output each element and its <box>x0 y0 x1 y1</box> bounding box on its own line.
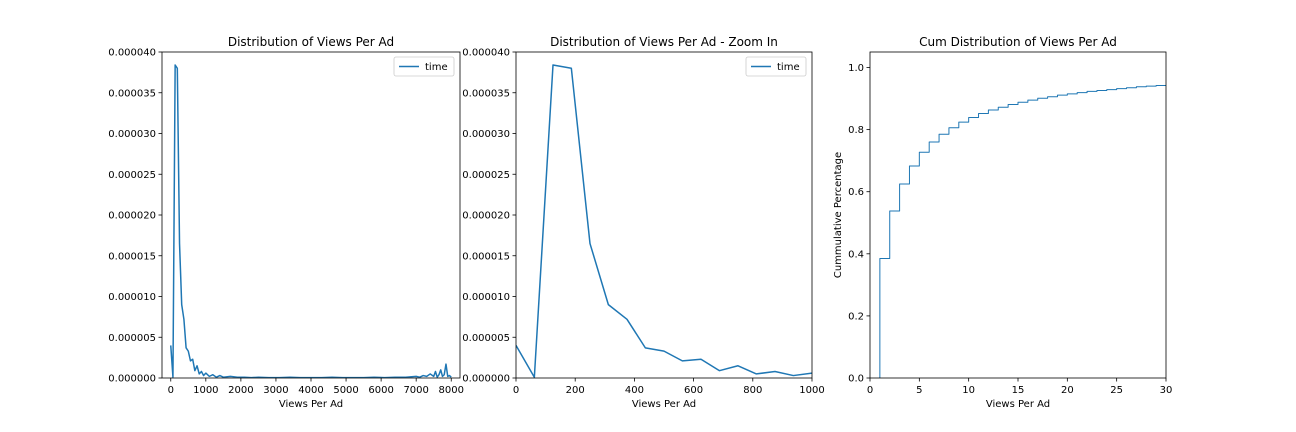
x-tick-label: 0 <box>867 385 873 396</box>
chart-cumulative-distribution: 0 5 10 15 20 25 30 0.0 0.2 0.4 0.6 0.8 1.0 Cum Distri… <box>833 35 1172 410</box>
x-axis-label: Views Per Ad <box>279 399 343 410</box>
y-tick-label: 0.000025 <box>462 170 510 181</box>
x-tick-label: 600 <box>684 385 703 396</box>
chart-title: Cum Distribution of Views Per Ad <box>919 35 1117 49</box>
chart-title: Distribution of Views Per Ad <box>228 35 394 49</box>
y-tick-label: 0.000015 <box>108 251 156 262</box>
legend-label: time <box>425 62 448 73</box>
y-axis-label: Cummulative Percentage <box>833 152 844 278</box>
x-axis-label: Views Per Ad <box>632 399 696 410</box>
y-tick-label: 0.000035 <box>108 88 156 99</box>
x-tick-label: 3000 <box>263 385 288 396</box>
x-tick-label: 30 <box>1160 385 1173 396</box>
y-tick-label: 0.8 <box>848 125 864 136</box>
y-tick-label: 0.000015 <box>462 251 510 262</box>
chart-distribution-zoom: 0 200 400 600 800 1000 0.000000 0.000005 0.00001… <box>462 35 824 410</box>
plot-frame <box>161 51 461 379</box>
y-tick-label: 0.000035 <box>462 88 510 99</box>
x-tick-label: 5 <box>916 385 922 396</box>
y-tick-label: 0.000020 <box>108 211 156 222</box>
series-line-0 <box>170 64 452 378</box>
x-tick-label: 0 <box>168 385 174 396</box>
chart-distribution: 0 1000 2000 3000 4000 5000 6000 7000 8000 0.00000… <box>108 35 464 410</box>
y-tick-label: 0.000000 <box>108 374 156 385</box>
y-tick-label: 0.4 <box>848 249 864 260</box>
x-tick-label: 1000 <box>799 385 824 396</box>
y-tick-label: 0.0 <box>848 374 864 385</box>
legend-box <box>393 56 455 77</box>
x-tick-label: 1000 <box>193 385 218 396</box>
y-tick-label: 1.0 <box>848 63 864 74</box>
series-line-0 <box>516 64 812 378</box>
chart-title: Distribution of Views Per Ad - Zoom In <box>550 35 778 49</box>
x-tick-label: 7000 <box>403 385 428 396</box>
x-tick-label: 200 <box>566 385 585 396</box>
y-tick-label: 0.000040 <box>108 48 156 59</box>
y-tick-label: 0.000025 <box>108 170 156 181</box>
x-tick-label: 25 <box>1110 385 1123 396</box>
x-tick-label: 2000 <box>228 385 253 396</box>
x-tick-label: 800 <box>743 385 762 396</box>
x-tick-label: 8000 <box>439 385 464 396</box>
y-tick-label: 0.000005 <box>108 333 156 344</box>
series-line-0 <box>879 84 1166 378</box>
x-tick-label: 15 <box>1012 385 1025 396</box>
y-tick-label: 0.000040 <box>462 48 510 59</box>
plot-frame <box>515 51 813 379</box>
y-tick-label: 0.2 <box>848 311 864 322</box>
x-tick-label: 400 <box>625 385 644 396</box>
y-tick-label: 0.6 <box>848 187 864 198</box>
y-tick-label: 0.000005 <box>462 333 510 344</box>
y-tick-label: 0.000010 <box>108 292 156 303</box>
x-tick-label: 4000 <box>298 385 323 396</box>
y-tick-label: 0.000030 <box>108 129 156 140</box>
y-tick-label: 0.000010 <box>462 292 510 303</box>
y-tick-label: 0.000000 <box>462 374 510 385</box>
x-axis-label: Views Per Ad <box>986 399 1050 410</box>
legend-label: time <box>777 62 800 73</box>
x-tick-label: 10 <box>962 385 975 396</box>
legend-box <box>745 56 807 77</box>
plot-frame <box>869 51 1167 379</box>
y-tick-label: 0.000030 <box>462 129 510 140</box>
y-tick-label: 0.000020 <box>462 211 510 222</box>
x-tick-label: 5000 <box>333 385 358 396</box>
x-tick-label: 0 <box>513 385 519 396</box>
x-tick-label: 20 <box>1061 385 1074 396</box>
x-tick-label: 6000 <box>368 385 393 396</box>
